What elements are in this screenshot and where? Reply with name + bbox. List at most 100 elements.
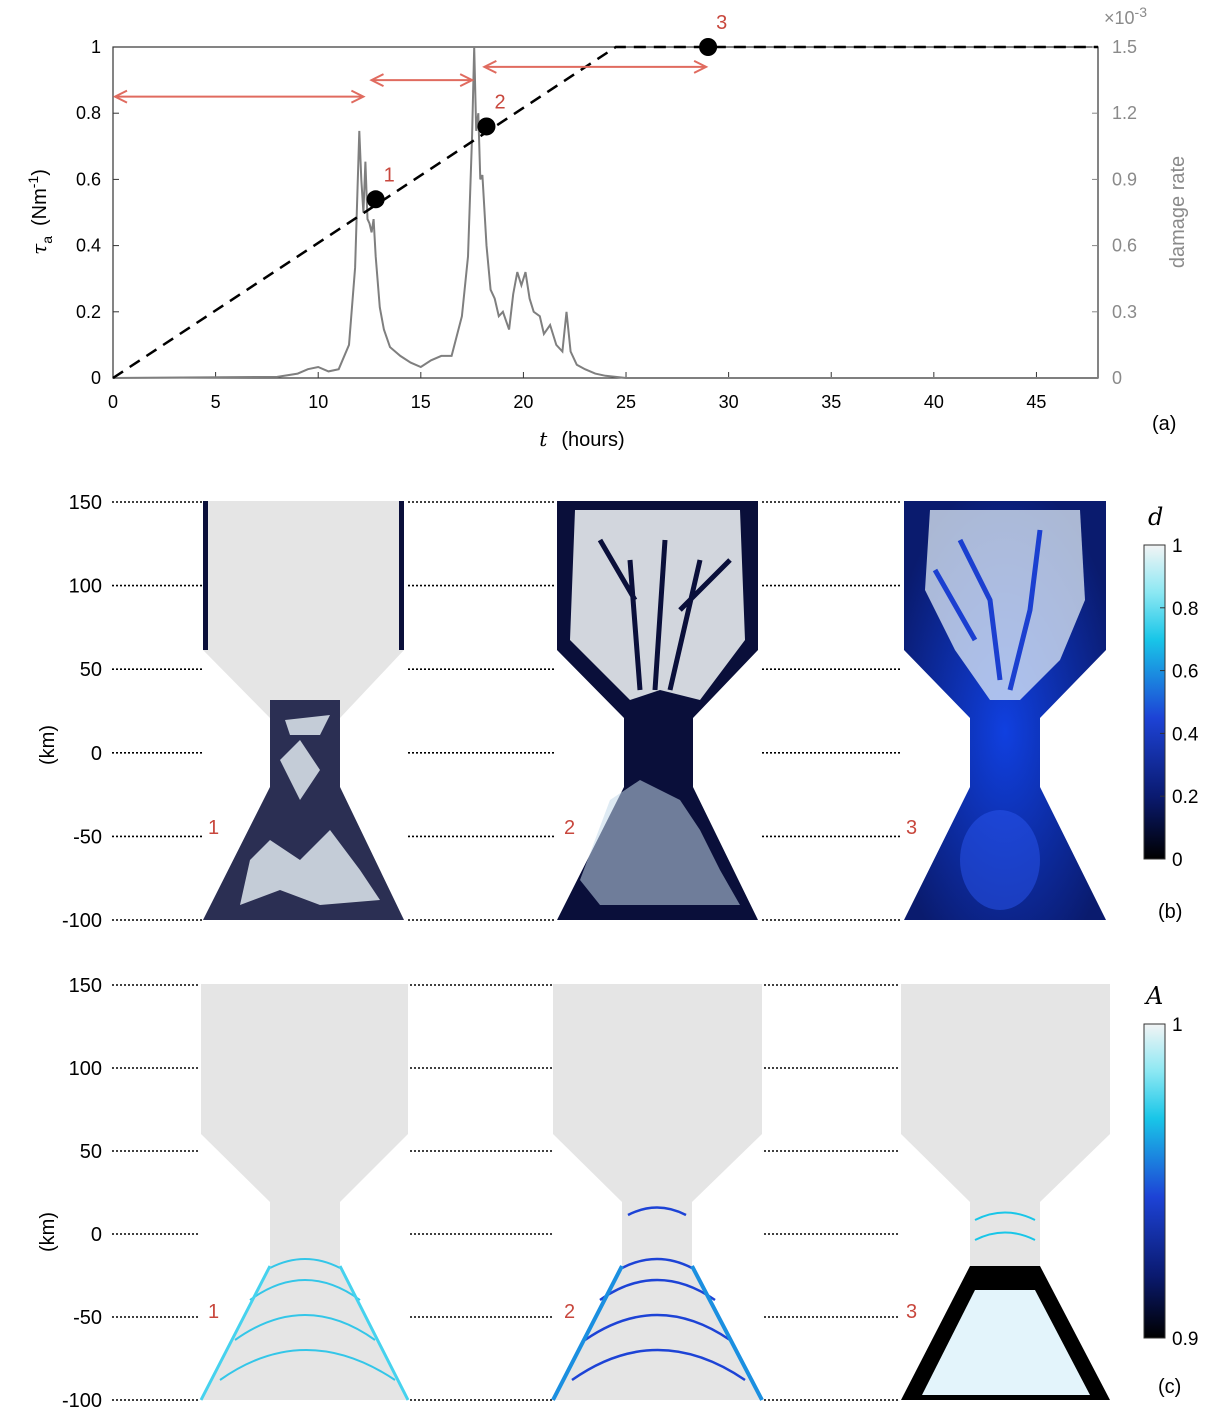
channel-c1 [201, 984, 408, 1400]
anisotropy-c2-edges [551, 1265, 764, 1401]
x-tick-label: 15 [411, 392, 431, 412]
panel-a-series [112, 45, 1098, 380]
y-tick-label: 0.4 [76, 236, 101, 256]
damage-b3-upper-bright [925, 510, 1085, 700]
panel-b-snapshot-3-label: 3 [906, 817, 917, 839]
panel-b-gridlines [112, 501, 902, 921]
colorbar-d: 1 0.8 0.6 0.4 0.2 0 d [1143, 503, 1199, 871]
km-tick-label: 150 [69, 492, 102, 514]
channel-c3 [901, 984, 1110, 1400]
interval-arrow-head-right [693, 59, 709, 74]
colorbar-a-label: A [1144, 982, 1163, 1010]
panel-a-plot-area [112, 46, 1099, 379]
damage-b2-intact-top [570, 510, 745, 700]
panel-a-intervals [112, 59, 709, 104]
panel-c-snapshot-2: 2 [551, 984, 764, 1401]
km-tick-label: 150 [69, 975, 102, 997]
x-tick-label: 20 [513, 392, 533, 412]
km-tick-label: 100 [69, 576, 102, 598]
interval-arrow-head-right [459, 73, 475, 87]
y-tick-label: 0 [91, 368, 101, 388]
y2-tick-label: 1.2 [1112, 103, 1137, 123]
y2-tick-label: 0.9 [1112, 169, 1137, 189]
marker-label: 3 [716, 12, 727, 34]
x-tick-label: 25 [616, 392, 636, 412]
x-tick-label: 30 [719, 392, 739, 412]
colorbar-tick-label: 0.9 [1172, 1329, 1198, 1350]
panel-b-label: (b) [1158, 901, 1182, 923]
panel-a-points: 1 2 3 [366, 12, 727, 209]
panel-b-snapshot-1: 1 [203, 501, 404, 920]
anisotropy-c3-upper-arcs [974, 1211, 1036, 1241]
panel-a-y2-multiplier: ×10-3 [1104, 4, 1147, 28]
panel-a: 0 5 10 15 20 25 30 35 40 45 0 0.2 0.4 0.6 0.8 1 0 0.3 0.… [25, 4, 1189, 451]
y-tick-label: 0.8 [76, 103, 101, 123]
panel-b: 150 100 50 0 -50 -100 (km) 1 2 3 [37, 492, 1199, 932]
series-tau-a [112, 45, 1098, 380]
km-tick-label: -100 [62, 910, 102, 932]
y-tick-label: 1 [91, 37, 101, 57]
x-tick-label: 45 [1026, 392, 1046, 412]
km-tick-label: 0 [91, 743, 102, 765]
panel-b-snapshot-2: 2 [557, 501, 758, 920]
x-tick-label: 40 [924, 392, 944, 412]
marker-label: 1 [384, 164, 395, 186]
panel-a-y2-ticks: 0 0.3 0.6 0.9 1.2 1.5 [1092, 37, 1137, 388]
colorbar-tick-label: 0.2 [1172, 787, 1198, 808]
anisotropy-c1-edges [199, 1265, 410, 1401]
colorbar-a-gradient [1143, 1023, 1166, 1339]
panel-c-snapshot-1: 1 [199, 984, 410, 1401]
y2-tick-label: 1.5 [1112, 37, 1137, 57]
panel-a-y-label: τa(Nm-1) [25, 169, 55, 255]
y-tick-label: 0.6 [76, 169, 101, 189]
anisotropy-c1-arcs [219, 1258, 396, 1381]
damage-b1-speckle [240, 715, 380, 905]
x-tick-label: 5 [211, 392, 221, 412]
panel-c-snapshot-3: 3 [901, 984, 1110, 1400]
panel-c-y-ticks: 150 100 50 0 -50 -100 [62, 975, 102, 1412]
interval-arrow-head-left [482, 59, 497, 74]
colorbar-d-gradient [1143, 544, 1166, 860]
x-tick-label: 10 [308, 392, 328, 412]
colorbar-d-ticks: 1 0.8 0.6 0.4 0.2 0 [1160, 536, 1199, 871]
marker-point [366, 190, 385, 209]
panel-b-snapshot-3: 3 [904, 501, 1106, 920]
colorbar-tick-label: 0.8 [1172, 599, 1198, 620]
marker-label: 2 [494, 91, 505, 113]
km-tick-label: 50 [80, 659, 102, 681]
panel-a-label: (a) [1152, 413, 1176, 435]
damage-b3-bright-veins [932, 529, 1043, 691]
panel-c-snapshot-2-label: 2 [564, 1301, 575, 1323]
colorbar-d-label: d [1148, 503, 1163, 531]
colorbar-tick-label: 0.6 [1172, 662, 1198, 683]
km-tick-label: 0 [91, 1224, 102, 1246]
damage-b3-blob-lower [960, 810, 1040, 910]
colorbar-tick-label: 1 [1172, 1015, 1183, 1036]
x-tick-label: 35 [821, 392, 841, 412]
y2-tick-label: 0.3 [1112, 302, 1137, 322]
panel-b-snapshot-2-label: 2 [564, 817, 575, 839]
panel-b-snapshot-1-label: 1 [208, 817, 219, 839]
damage-b2-cracks [597, 538, 732, 691]
interval-arrow-head-right [350, 89, 366, 104]
panel-a-y-ticks: 0 0.2 0.4 0.6 0.8 1 [76, 37, 119, 388]
km-tick-label: 50 [80, 1141, 102, 1163]
colorbar-tick-label: 1 [1172, 536, 1183, 557]
anisotropy-c3-interior [922, 1290, 1090, 1395]
damage-b1-right-edge [399, 501, 404, 650]
km-tick-label: 100 [69, 1058, 102, 1080]
panel-c-label: (c) [1158, 1376, 1181, 1398]
colorbar-a-ticks: 10.9 [1160, 1015, 1198, 1350]
panel-b-y-label: (km) [37, 725, 59, 765]
km-tick-label: -50 [73, 826, 102, 848]
panel-c-snapshot-3-label: 3 [906, 1301, 917, 1323]
colorbar-a: 10.9 A [1143, 982, 1198, 1350]
damage-b1-left-edge [203, 501, 208, 650]
anisotropy-c2-arcs [571, 1206, 746, 1382]
y2-tick-label: 0.6 [1112, 236, 1137, 256]
marker-point [477, 117, 496, 136]
colorbar-tick-label: 0.4 [1172, 724, 1199, 745]
y2-tick-label: 0 [1112, 368, 1122, 388]
